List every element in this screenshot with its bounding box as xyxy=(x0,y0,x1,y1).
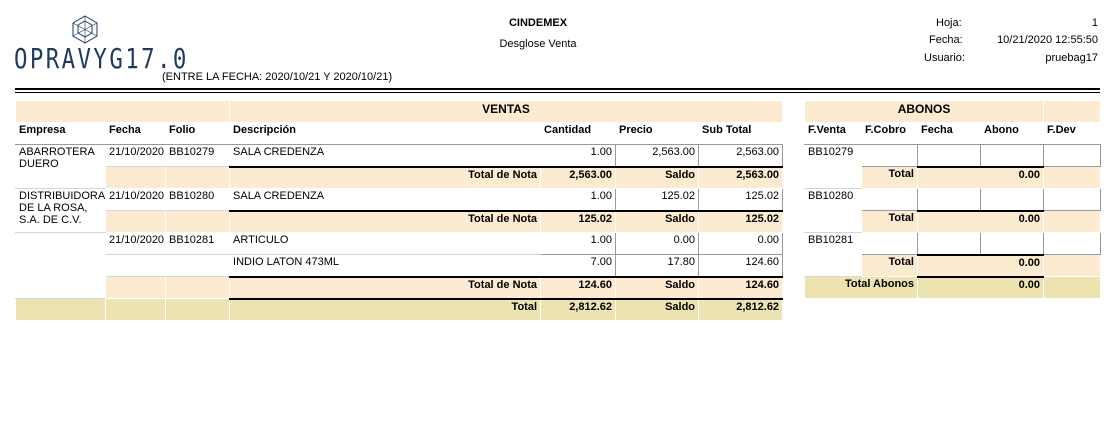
ventas-table: VENTAS Empresa Fecha Folio Descripción C… xyxy=(14,100,784,321)
total-nota-label: Total de Nota xyxy=(229,165,542,189)
precio-cell: 125.02 xyxy=(615,188,700,211)
logo: OPRAVYG17.0 xyxy=(12,14,186,76)
col-cantidad: Cantidad xyxy=(540,122,617,145)
saldo-value: 2,563.00 xyxy=(698,165,784,189)
saldo-value: 124.60 xyxy=(698,275,784,299)
empresa-cell xyxy=(15,232,106,299)
total-nota-row: Total de Nota 125.02 Saldo 125.02 xyxy=(15,209,784,233)
total-nota-row: Total de Nota 2,563.00 Saldo 2,563.00 xyxy=(15,165,784,189)
col-subtotal: Sub Total xyxy=(698,122,784,145)
fecha-cell: 21/10/2020 xyxy=(105,188,166,211)
saldo-value: 125.02 xyxy=(698,209,784,233)
folio-cell: BB10280 xyxy=(164,188,231,211)
abonos-table: ABONOS F.Venta F.Cobro Fecha Abono F.Dev… xyxy=(803,100,1102,299)
ventas-title: VENTAS xyxy=(229,100,784,123)
abono-total-value: 0.00 xyxy=(916,165,1045,189)
header-rule xyxy=(15,88,1100,90)
abono-total-row: Total 0.00 xyxy=(804,253,1102,277)
subtotal-cell: 0.00 xyxy=(698,232,784,255)
folio-cell: BB10279 xyxy=(164,144,231,167)
folio-cell xyxy=(164,254,231,277)
abono-total-value: 0.00 xyxy=(916,209,1045,233)
cantidad-cell: 7.00 xyxy=(540,254,617,277)
total-abonos-label: Total Abonos xyxy=(804,276,918,299)
col-fecha-abono: Fecha xyxy=(917,122,981,145)
fecha-cell: 21/10/2020 xyxy=(105,232,166,255)
saldo-label: Saldo xyxy=(615,275,700,299)
total-nota-value: 2,563.00 xyxy=(540,165,617,189)
precio-cell: 2,563.00 xyxy=(615,144,700,167)
table-row: ABARROTERA DUERO 21/10/2020 BB10279 SALA… xyxy=(15,144,784,189)
total-nota-value: 124.60 xyxy=(540,275,617,299)
subtotal-cell: 125.02 xyxy=(698,188,784,211)
usuario-label: Usuario: xyxy=(924,52,965,64)
date-range: (ENTRE LA FECHA: 2020/10/21 Y 2020/10/21… xyxy=(162,71,393,83)
abonos-title: ABONOS xyxy=(803,100,1045,123)
grand-total-row: Total 2,812.62 Saldo 2,812.62 xyxy=(15,297,784,321)
table-row: BB10279 xyxy=(804,144,1102,189)
empresa-cell: ABARROTERA DUERO xyxy=(15,144,106,189)
cube-logo-icon xyxy=(72,15,98,44)
col-precio: Precio xyxy=(615,122,700,145)
table-row: 21/10/2020 BB10281 ARTICULO 1.00 0.00 0.… xyxy=(15,232,784,299)
col-abono: Abono xyxy=(979,122,1045,145)
total-nota-label: Total de Nota xyxy=(229,275,542,299)
subtotal-cell: 124.60 xyxy=(698,254,784,277)
logo-text: OPRAVYG17.0 xyxy=(14,42,189,75)
total-nota-label: Total de Nota xyxy=(229,209,542,233)
table-row: DISTRIBUIDORA DE LA ROSA, S.A. DE C.V. 2… xyxy=(15,188,784,233)
col-fecha: Fecha xyxy=(105,122,166,145)
header-rule-thin xyxy=(15,92,1100,93)
total-abonos-row: Total Abonos 0.00 xyxy=(804,275,1102,299)
subtotal-cell: 2,563.00 xyxy=(698,144,784,167)
abono-total-label: Total xyxy=(861,166,918,189)
descripcion-cell: SALA CREDENZA xyxy=(229,188,542,211)
hoja-value: 1 xyxy=(1091,17,1098,29)
grand-saldo-value: 2,812.62 xyxy=(698,297,784,321)
precio-cell: 17.80 xyxy=(615,254,700,277)
empresa-cell: DISTRIBUIDORA DE LA ROSA, S.A. DE C.V. xyxy=(15,188,106,233)
col-f-cobro: F.Cobro xyxy=(861,122,918,145)
abono-total-row: Total 0.00 xyxy=(804,165,1102,189)
table-row: BB10280 xyxy=(804,188,1102,233)
saldo-label: Saldo xyxy=(615,165,700,189)
report-title: Desglose Venta xyxy=(499,38,577,50)
col-f-venta: F.Venta xyxy=(804,122,862,145)
fecha-value: 10/21/2020 12:55:50 xyxy=(997,34,1098,46)
f-venta-cell: BB10279 xyxy=(804,144,862,189)
col-folio: Folio xyxy=(164,122,231,145)
total-nota-value: 125.02 xyxy=(540,209,617,233)
col-f-dev: F.Dev xyxy=(1043,122,1102,145)
total-abonos-value: 0.00 xyxy=(916,275,1045,299)
precio-cell: 0.00 xyxy=(615,232,700,255)
total-nota-row: Total de Nota 124.60 Saldo 124.60 xyxy=(15,275,784,299)
cantidad-cell: 1.00 xyxy=(540,188,617,211)
cantidad-cell: 1.00 xyxy=(540,144,617,167)
f-venta-cell: BB10281 xyxy=(804,232,862,277)
fecha-label: Fecha: xyxy=(929,34,963,46)
abono-total-label: Total xyxy=(861,210,918,233)
grand-saldo-label: Saldo xyxy=(615,297,700,321)
hoja-label: Hoja: xyxy=(936,17,962,29)
grand-total-value: 2,812.62 xyxy=(540,297,617,321)
fecha-cell xyxy=(105,254,166,277)
descripcion-cell: ARTICULO xyxy=(229,232,542,255)
abono-total-value: 0.00 xyxy=(916,253,1045,277)
folio-cell: BB10281 xyxy=(164,232,231,255)
descripcion-cell: SALA CREDENZA xyxy=(229,144,542,167)
col-descripcion: Descripción xyxy=(229,122,542,145)
table-row: INDIO LATON 473ML 7.00 17.80 124.60 xyxy=(16,254,784,277)
saldo-label: Saldo xyxy=(615,209,700,233)
descripcion-cell: INDIO LATON 473ML xyxy=(229,254,542,277)
table-row: BB10281 xyxy=(804,232,1102,277)
cantidad-cell: 1.00 xyxy=(540,232,617,255)
col-empresa: Empresa xyxy=(15,122,106,145)
abono-total-label: Total xyxy=(861,254,918,277)
f-venta-cell: BB10280 xyxy=(804,188,862,233)
fecha-cell: 21/10/2020 xyxy=(105,144,166,167)
company-name: CINDEMEX xyxy=(508,17,568,29)
usuario-value: pruebag17 xyxy=(1045,52,1098,64)
grand-total-label: Total xyxy=(229,297,542,321)
